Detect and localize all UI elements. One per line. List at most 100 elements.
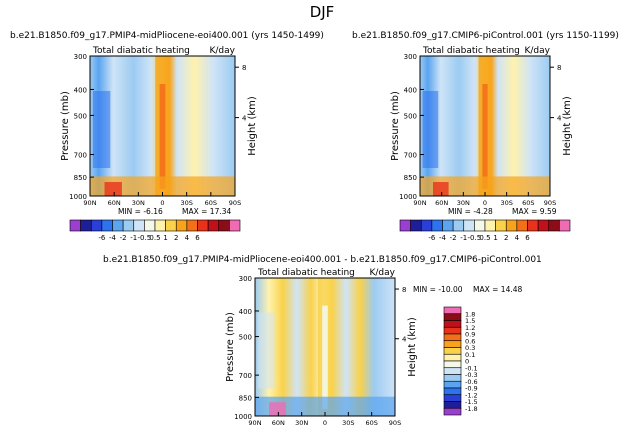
field-label: Total diabatic heating <box>422 46 520 56</box>
y-axis-label: Pressure (mb) <box>60 91 71 161</box>
min-value: MIN = -4.28 <box>448 207 493 216</box>
colorbar-label: -1.2 <box>465 391 478 399</box>
height-tick-label: 8 <box>402 286 406 294</box>
panel-2: b.e21.B1850.f09_g17.CMIP6-piControl.001 … <box>352 31 619 216</box>
colorbar-swatch <box>484 219 496 232</box>
units-label: K/day <box>370 268 396 278</box>
colorbar-swatch <box>443 326 462 335</box>
boundary-layer-band <box>90 176 235 196</box>
colorbar-label: 1 <box>493 234 497 242</box>
figure-title: DJF <box>310 3 335 21</box>
x-tick-label: 60S <box>365 419 377 427</box>
y-axis-label: Pressure (mb) <box>225 312 236 382</box>
x-tick-label: 90N <box>413 199 426 207</box>
colorbar-label: 0.6 <box>465 337 475 345</box>
colorbar-swatch <box>495 219 507 232</box>
min-value: MIN = -10.00 <box>413 285 463 294</box>
colorbar-swatch <box>443 374 462 382</box>
x-tick-label: 90N <box>248 419 261 427</box>
y-tick-label: 700 <box>74 152 87 160</box>
panel-2-title: b.e21.B1850.f09_g17.CMIP6-piControl.001 … <box>352 31 619 41</box>
colorbar-label: 0 <box>465 358 469 366</box>
x-tick-label: 90N <box>83 199 96 207</box>
colorbar-swatch <box>537 219 550 232</box>
x-tick-label: 90S <box>544 199 556 207</box>
y-tick-label: 400 <box>404 86 417 94</box>
colorbar-label: 4 <box>515 234 520 242</box>
colorbar-label: -6 <box>428 234 436 242</box>
x-tick-label: 0 <box>160 199 164 207</box>
colorbar-swatch <box>101 219 113 232</box>
y-axis-label: Pressure (mb) <box>390 91 401 161</box>
x-tick-label: 0 <box>483 199 487 207</box>
colorbar-swatch <box>443 320 462 328</box>
colorbar-swatch <box>443 333 462 342</box>
colorbar-label: 1.5 <box>465 317 475 325</box>
colorbar-swatch <box>112 219 124 232</box>
y-tick-label: 400 <box>74 86 87 94</box>
colorbar-swatch <box>443 407 462 416</box>
colorbar-swatch <box>443 306 462 315</box>
colorbar-swatch <box>133 219 145 232</box>
y-tick-label: 300 <box>74 53 87 61</box>
panel-3-title: b.e21.B1850.f09_g17.PMIP4-midPliocene-eo… <box>103 255 542 265</box>
x-tick-label: 30S <box>342 419 354 427</box>
colorbar-label: 6 <box>525 234 530 242</box>
colorbar-swatch <box>229 219 241 232</box>
colorbar-swatch <box>69 219 81 232</box>
boundary-layer-band <box>420 176 550 196</box>
colorbar-swatch <box>452 219 465 232</box>
colorbar-swatch <box>443 401 462 409</box>
colorbar-swatch <box>186 219 198 232</box>
field-label: Total diabatic heating <box>92 46 190 56</box>
colorbar-label: 6 <box>195 234 200 242</box>
colorbar-swatch <box>420 219 433 232</box>
colorbar-label: -1 <box>130 234 137 242</box>
colorbar-swatch <box>442 219 454 232</box>
surface-maximum <box>269 402 286 416</box>
max-value: MAX = 14.48 <box>473 285 522 294</box>
colorbar-label: 1 <box>163 234 167 242</box>
x-tick-label: 30S <box>180 199 192 207</box>
colorbar-swatch <box>197 219 209 232</box>
colorbar-label: -0.1 <box>465 364 478 372</box>
colorbar-label: 0.5 <box>479 234 490 242</box>
y-tick-label: 400 <box>239 308 252 316</box>
high-latitude-cooling <box>422 91 439 168</box>
x-tick-label: 30N <box>295 419 308 427</box>
colorbar-label: 0.1 <box>465 351 475 359</box>
colorbar-swatch <box>548 219 560 232</box>
height-tick-label: 4 <box>557 115 562 123</box>
units-label: K/day <box>210 46 236 56</box>
colorbar-label: 0.3 <box>465 344 475 352</box>
colorbar-swatch <box>80 219 92 232</box>
surface-maximum <box>104 182 122 196</box>
min-value: MIN = -6.16 <box>118 207 163 216</box>
colorbar-swatch <box>559 219 571 232</box>
colorbar-label: 1.8 <box>465 310 475 318</box>
equatorial-core <box>322 305 328 410</box>
height-axis-label: Height (km) <box>407 317 418 377</box>
height-axis-label: Height (km) <box>562 96 573 156</box>
colorbar-label: -2 <box>120 234 127 242</box>
colorbar-swatch <box>443 340 462 348</box>
colorbar-label: 4 <box>185 234 190 242</box>
x-tick-label: 60N <box>272 419 285 427</box>
colorbar-swatch <box>154 219 166 232</box>
colorbar-swatch <box>443 353 462 362</box>
y-tick-label: 1000 <box>69 193 87 201</box>
colorbar-label: -0.9 <box>465 385 478 393</box>
y-tick-label: 1000 <box>234 413 252 421</box>
colorbar-label: 0.9 <box>465 331 475 339</box>
height-axis-label: Height (km) <box>247 96 258 156</box>
colorbar-swatch <box>527 219 539 232</box>
max-value: MAX = 9.59 <box>512 207 557 216</box>
colorbar-swatch <box>431 219 443 232</box>
colorbar-swatch <box>165 219 177 232</box>
colorbar-swatch <box>443 394 462 402</box>
x-tick-label: 30S <box>500 199 512 207</box>
x-tick-label: 60N <box>108 199 121 207</box>
y-tick-label: 300 <box>239 275 252 283</box>
colorbar-label: -1.5 <box>465 398 478 406</box>
